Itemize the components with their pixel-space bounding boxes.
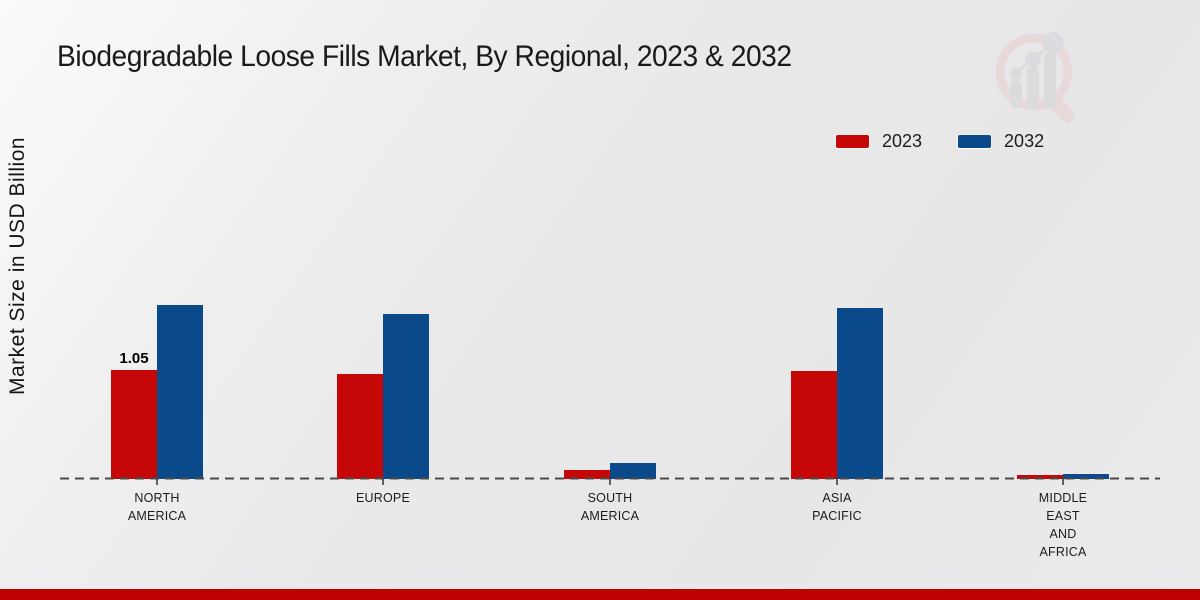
legend-swatch-2032 <box>958 135 992 148</box>
footer-accent-band <box>0 589 1200 600</box>
bar-2023-europe <box>337 373 383 479</box>
bar-2032-asia-pacific <box>837 308 883 479</box>
legend-item-2032: 2032 <box>958 131 1044 152</box>
magnifier-bar-chart-icon <box>995 32 1075 123</box>
bar-2023-south-america <box>564 469 610 479</box>
bar-2032-europe <box>383 313 429 479</box>
legend-swatch-2023 <box>836 135 869 148</box>
x-axis-label-south-america: SOUTH AMERICA <box>580 491 640 523</box>
x-axis-label-asia-pacific: ASIA PACIFIC <box>812 491 862 523</box>
legend-label-2023: 2023 <box>882 131 923 151</box>
x-axis-label-middle-east-and-africa: MIDDLE EAST AND AFRICA <box>1038 491 1088 559</box>
bar-2032-north-america <box>157 305 203 479</box>
chart-title: Biodegradable Loose Fills Market, By Reg… <box>57 40 792 73</box>
legend: 2023 2032 <box>836 131 1044 152</box>
x-axis-label-europe: EUROPE <box>356 491 410 505</box>
value-label-2023-north-america: 1.05 <box>119 349 149 367</box>
bar-2032-south-america <box>610 463 656 479</box>
bar-2023-middle-east-and-africa <box>1017 474 1063 479</box>
brand-logo <box>990 28 1090 133</box>
bar-2023-north-america <box>111 369 157 479</box>
legend-item-2023: 2023 <box>836 131 922 152</box>
bar-2032-middle-east-and-africa <box>1063 473 1109 479</box>
bar-2023-asia-pacific <box>791 370 837 479</box>
x-axis-label-north-america: NORTH AMERICA <box>127 491 187 523</box>
legend-label-2032: 2032 <box>1004 131 1045 151</box>
